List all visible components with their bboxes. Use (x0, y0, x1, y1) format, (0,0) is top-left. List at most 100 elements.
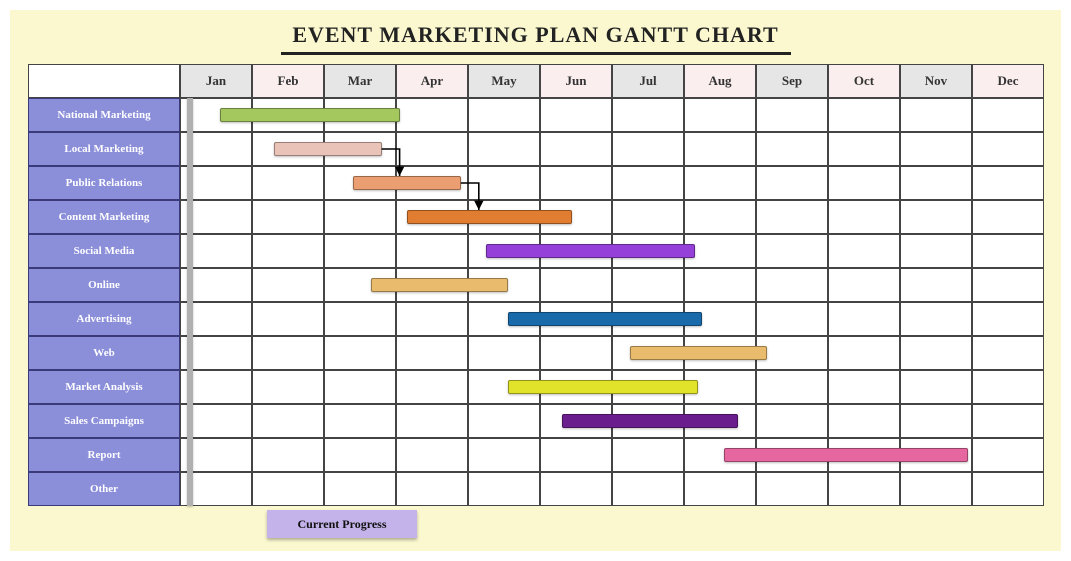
grid-cell (900, 472, 972, 506)
grid-cell (324, 404, 396, 438)
grid-cell (396, 200, 468, 234)
grid-cell (612, 234, 684, 268)
grid-cell (756, 336, 828, 370)
task-row: National Marketing (28, 98, 1048, 132)
grid-cell (756, 370, 828, 404)
chart-title: EVENT MARKETING PLAN GANTT CHART (10, 10, 1061, 48)
task-row: Social Media (28, 234, 1048, 268)
grid-cell (468, 404, 540, 438)
grid-cell (540, 98, 612, 132)
grid-cell (468, 166, 540, 200)
grid-cell (612, 200, 684, 234)
grid-cell (900, 166, 972, 200)
grid-cell (540, 336, 612, 370)
grid-cell (972, 404, 1044, 438)
progress-line (187, 98, 193, 506)
grid-cell (252, 472, 324, 506)
grid-cell (612, 370, 684, 404)
grid-cell (396, 166, 468, 200)
grid-cell (468, 234, 540, 268)
task-row: Public Relations (28, 166, 1048, 200)
header-month: Jul (612, 64, 684, 98)
grid-cell (612, 438, 684, 472)
task-label: Other (28, 472, 180, 506)
task-label: Online (28, 268, 180, 302)
grid-cell (540, 370, 612, 404)
grid-cell (756, 404, 828, 438)
grid-cell (972, 200, 1044, 234)
header-month: Jun (540, 64, 612, 98)
gantt-canvas: EVENT MARKETING PLAN GANTT CHART JanFebM… (10, 10, 1061, 551)
grid-cell (972, 166, 1044, 200)
header-blank (28, 64, 180, 98)
grid-cell (684, 234, 756, 268)
progress-label: Current Progress (298, 517, 387, 532)
grid-cell (900, 132, 972, 166)
header-month: Jan (180, 64, 252, 98)
grid-cell (756, 200, 828, 234)
grid-cell (756, 166, 828, 200)
task-row: Advertising (28, 302, 1048, 336)
grid-cell (612, 336, 684, 370)
grid-cell (324, 370, 396, 404)
grid-cell (828, 166, 900, 200)
grid-cell (468, 268, 540, 302)
grid-cell (828, 132, 900, 166)
header-month: Aug (684, 64, 756, 98)
grid-cell (252, 438, 324, 472)
grid-cell (324, 268, 396, 302)
grid-cell (540, 438, 612, 472)
task-row: Sales Campaigns (28, 404, 1048, 438)
task-label: Advertising (28, 302, 180, 336)
grid-cell (540, 234, 612, 268)
grid-cell (972, 302, 1044, 336)
grid-cell (900, 302, 972, 336)
task-label: Social Media (28, 234, 180, 268)
task-label: Sales Campaigns (28, 404, 180, 438)
task-label: Public Relations (28, 166, 180, 200)
grid-cell (684, 472, 756, 506)
grid-cell (540, 404, 612, 438)
grid-cell (612, 98, 684, 132)
header-month: Mar (324, 64, 396, 98)
grid-cell (468, 132, 540, 166)
grid-cell (396, 132, 468, 166)
task-label: Local Marketing (28, 132, 180, 166)
header-month: Oct (828, 64, 900, 98)
grid-cell (900, 438, 972, 472)
grid-cell (540, 472, 612, 506)
grid-cell (828, 472, 900, 506)
grid-cell (684, 336, 756, 370)
grid-cell (396, 336, 468, 370)
grid-cell (828, 404, 900, 438)
grid-cell (324, 438, 396, 472)
rows-container: National MarketingLocal MarketingPublic … (28, 98, 1048, 506)
grid-cell (900, 268, 972, 302)
task-row: Local Marketing (28, 132, 1048, 166)
grid-cell (540, 166, 612, 200)
grid-cell (756, 98, 828, 132)
grid-cell (612, 302, 684, 336)
grid-cell (396, 302, 468, 336)
grid-cell (252, 302, 324, 336)
grid-cell (252, 132, 324, 166)
chart-body: National MarketingLocal MarketingPublic … (28, 98, 1048, 506)
grid-cell (468, 370, 540, 404)
grid-cell (828, 268, 900, 302)
grid-cell (756, 132, 828, 166)
grid-cell (396, 472, 468, 506)
grid-cell (324, 234, 396, 268)
grid-cell (252, 404, 324, 438)
grid-cell (828, 234, 900, 268)
grid-cell (252, 336, 324, 370)
grid-cell (684, 268, 756, 302)
grid-cell (900, 404, 972, 438)
grid-cell (612, 132, 684, 166)
grid-cell (756, 268, 828, 302)
task-label: National Marketing (28, 98, 180, 132)
header-month: Dec (972, 64, 1044, 98)
grid-cell (468, 438, 540, 472)
grid-cell (828, 200, 900, 234)
grid-cell (972, 336, 1044, 370)
grid-cell (684, 370, 756, 404)
